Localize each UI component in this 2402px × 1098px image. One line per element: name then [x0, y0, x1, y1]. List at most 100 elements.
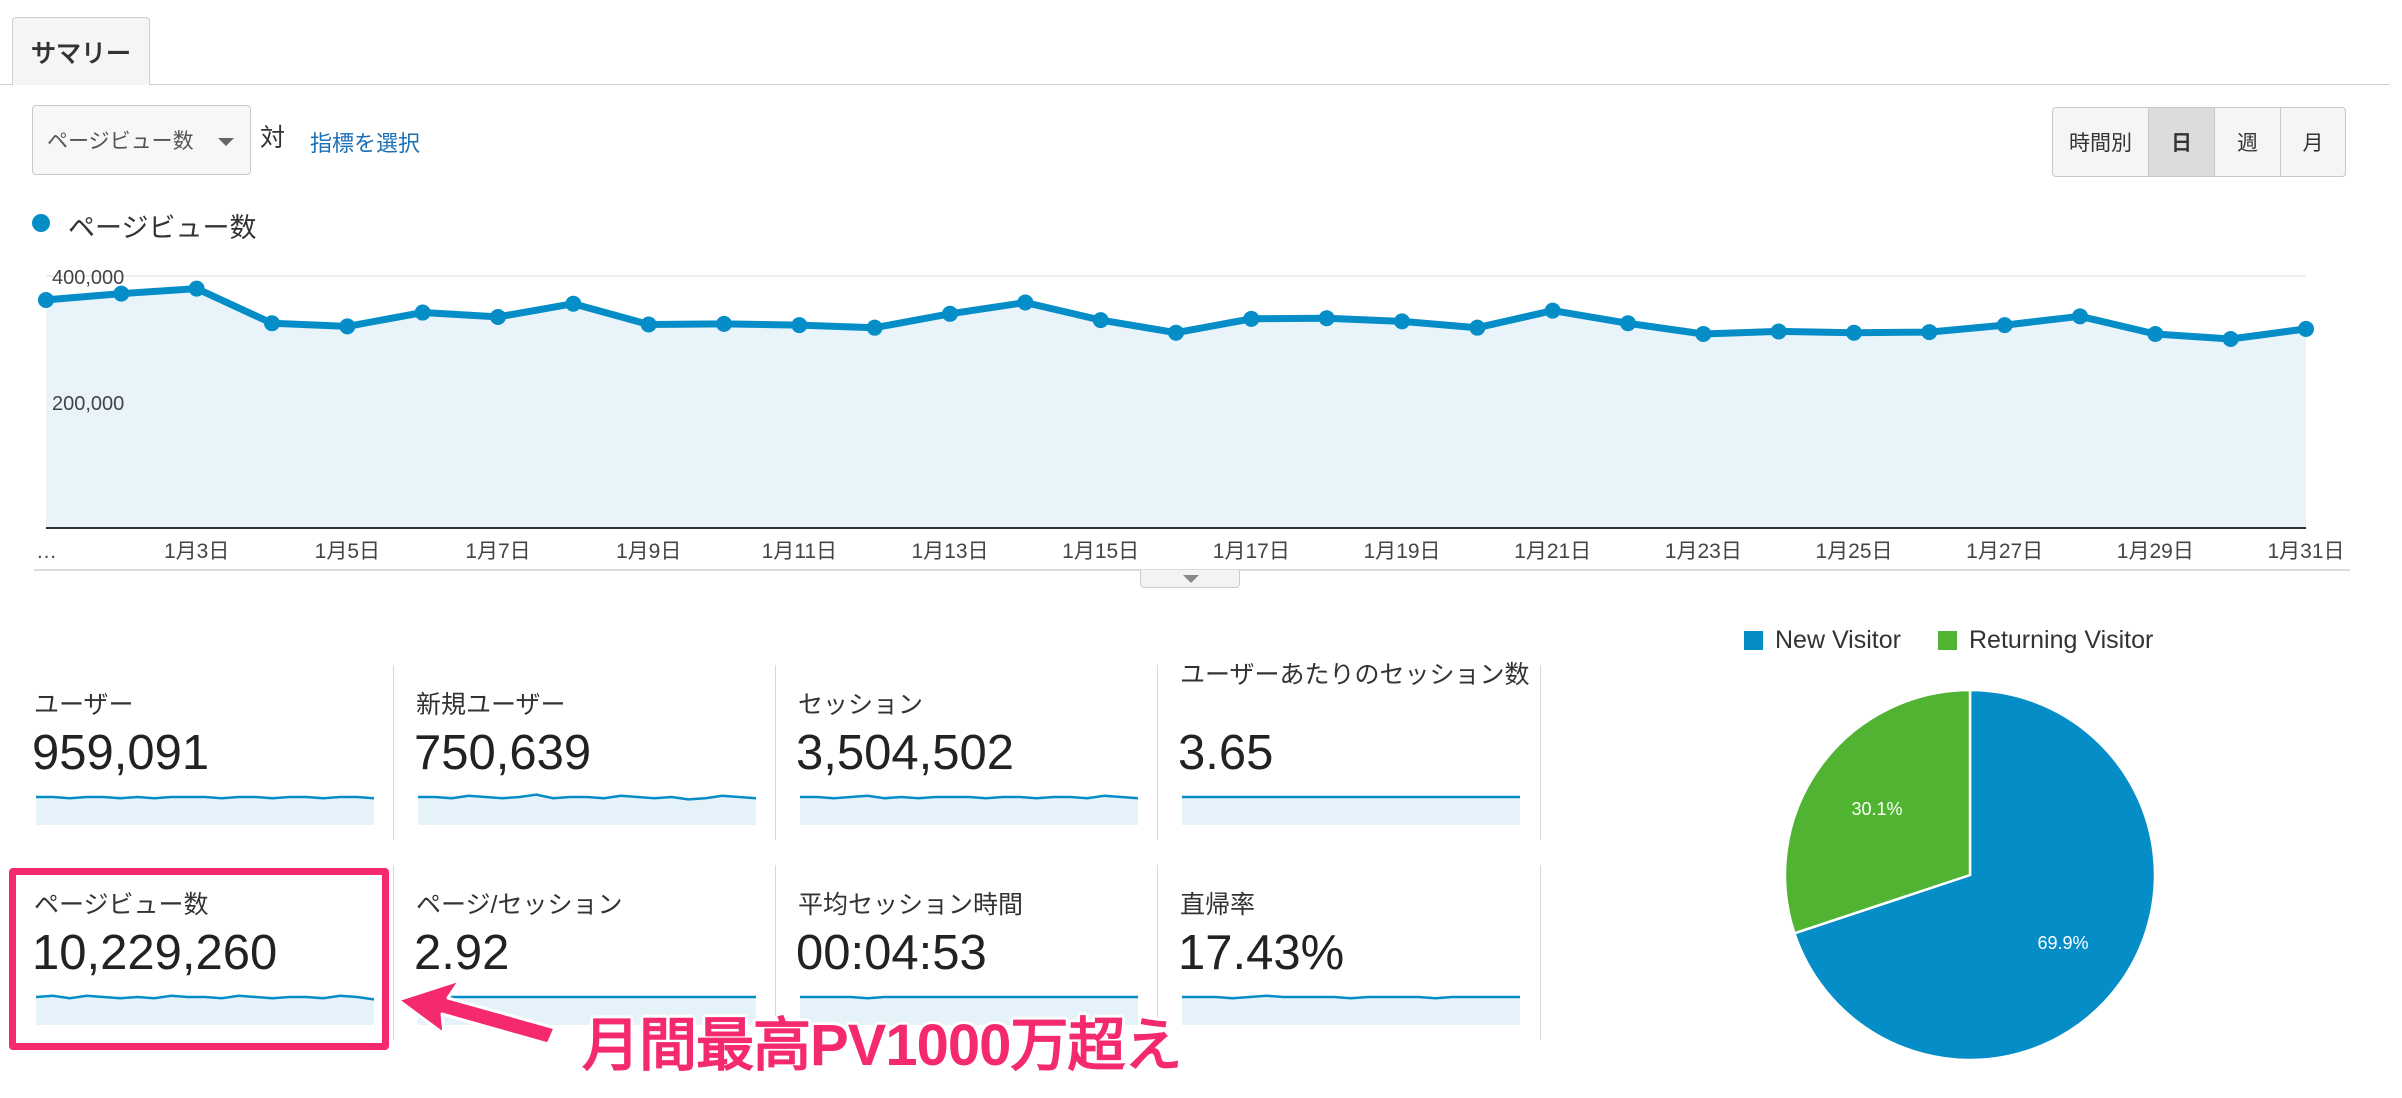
pageviews-line-chart: 400,000 200,000 … 1月3日 1月5日 1月7日 1月9日 1月11日 1月13…: [34, 267, 2350, 571]
pie-slice[interactable]: [1792, 688, 2157, 1062]
data-point[interactable]: [1620, 315, 1636, 332]
legend-swatch-icon: [1744, 631, 1763, 650]
metric-value: 3,504,502: [796, 726, 1014, 780]
pie-slice-label: 30.1%: [1851, 799, 1902, 819]
data-point[interactable]: [1394, 313, 1410, 330]
metric-label: 平均セッション時間: [798, 891, 1024, 919]
data-point[interactable]: [2222, 331, 2239, 347]
data-point[interactable]: [1695, 325, 1712, 342]
sparkline-area: [36, 797, 374, 825]
sparkline-area: [800, 997, 1138, 1025]
metric-label: ページビュー数: [34, 891, 209, 919]
card-divider: [393, 865, 394, 1040]
data-point[interactable]: [1469, 319, 1486, 336]
metric-card[interactable]: 新規ユーザー 750,639: [414, 685, 794, 860]
card-divider: [1157, 665, 1158, 840]
hourly-button[interactable]: 時間別: [2053, 108, 2149, 176]
data-point[interactable]: [264, 315, 280, 332]
data-point[interactable]: [565, 295, 582, 312]
x-tick-label: 1月9日: [616, 540, 681, 563]
tab-baseline: [0, 84, 12, 85]
tab-baseline: [150, 84, 2390, 85]
versus-label: 対: [260, 124, 286, 152]
sparkline-line: [418, 793, 756, 801]
data-point[interactable]: [38, 291, 54, 308]
annotation-text: 月間最高PV1000万超え: [582, 1013, 1182, 1078]
metric-card[interactable]: 直帰率 17.43%: [1178, 885, 1558, 1060]
metric-label: ユーザーあたりのセッション数: [1180, 661, 1530, 689]
metric-value: 10,229,260: [32, 926, 278, 980]
data-point[interactable]: [791, 317, 808, 334]
pie-legend-returning-visitor[interactable]: Returning Visitor: [1938, 626, 2153, 655]
data-point[interactable]: [1921, 324, 1938, 341]
metric-card[interactable]: ユーザーあたりのセッション数 3.65: [1178, 661, 1558, 860]
card-divider: [1157, 865, 1158, 1040]
data-point[interactable]: [716, 315, 732, 332]
data-point[interactable]: [1092, 312, 1109, 329]
metric-value: 3.65: [1178, 726, 1274, 780]
metric-card[interactable]: ページビュー数 10,229,260: [32, 885, 412, 1060]
week-button[interactable]: 週: [2215, 108, 2281, 176]
x-tick-label: 1月13日: [911, 540, 988, 563]
time-granularity-group: 時間別 日 週 月: [2052, 107, 2346, 177]
metric-card[interactable]: セッション 3,504,502: [796, 685, 1176, 860]
sparkline-line: [36, 994, 374, 1001]
data-point[interactable]: [1544, 302, 1561, 319]
sparkline-area: [36, 995, 374, 1025]
x-tick-label: 1月11日: [762, 540, 837, 563]
metric-label: 新規ユーザー: [416, 691, 566, 719]
metric-card[interactable]: 平均セッション時間 00:04:53: [796, 885, 1176, 1060]
data-point[interactable]: [1318, 310, 1335, 327]
card-divider: [775, 865, 776, 1040]
legend-label[interactable]: ページビュー数: [68, 213, 257, 243]
pie-slice[interactable]: [1783, 688, 1972, 935]
sparkline-line: [800, 995, 1138, 1000]
x-tick-label: 1月3日: [164, 540, 229, 563]
x-tick-label: 1月31日: [2267, 540, 2344, 563]
metric-card[interactable]: ユーザー 959,091: [32, 685, 412, 860]
sparkline-area: [800, 795, 1138, 825]
data-point[interactable]: [1770, 323, 1787, 340]
data-point[interactable]: [1168, 324, 1184, 341]
month-button[interactable]: 月: [2302, 132, 2324, 155]
card-divider: [1540, 665, 1541, 840]
data-point[interactable]: [1017, 294, 1034, 311]
data-point[interactable]: [2298, 320, 2314, 337]
data-point[interactable]: [339, 318, 356, 335]
metric-label: ユーザー: [34, 691, 134, 719]
tab-summary[interactable]: サマリー: [12, 17, 150, 85]
data-point[interactable]: [1243, 310, 1260, 327]
data-point[interactable]: [2072, 308, 2088, 325]
card-divider: [393, 665, 394, 840]
data-point[interactable]: [640, 316, 657, 333]
sparkline: [1182, 795, 1520, 825]
legend-swatch-icon: [1938, 631, 1957, 650]
data-point[interactable]: [1996, 317, 2013, 334]
data-point[interactable]: [2147, 325, 2164, 342]
data-point[interactable]: [113, 285, 130, 302]
y-tick-label: 400,000: [52, 267, 124, 289]
day-button[interactable]: 日: [2149, 108, 2215, 176]
sparkline-line: [800, 794, 1138, 800]
metric-dropdown-label: ページビュー数: [47, 130, 194, 153]
metric-value: 17.43%: [1178, 926, 1345, 980]
data-point[interactable]: [942, 305, 958, 322]
visitor-pie-chart: 69.9% 30.1%: [1783, 688, 2157, 1062]
data-point[interactable]: [188, 280, 205, 297]
sparkline: [36, 994, 374, 1025]
data-point[interactable]: [490, 308, 506, 325]
legend-dot-icon: [32, 214, 50, 232]
data-point[interactable]: [866, 319, 883, 336]
sparkline: [800, 995, 1138, 1025]
metric-value: 2.92: [414, 926, 510, 980]
select-metric-link[interactable]: 指標を選択: [310, 131, 421, 156]
data-point[interactable]: [1846, 324, 1862, 341]
data-point[interactable]: [414, 304, 431, 321]
x-tick-label: 1月21日: [1514, 540, 1591, 563]
metric-dropdown[interactable]: ページビュー数: [32, 105, 251, 175]
sparkline-area: [418, 794, 756, 825]
pie-legend-new-visitor[interactable]: New Visitor: [1744, 626, 1901, 655]
card-divider: [775, 665, 776, 840]
chart-collapse-handle[interactable]: [1140, 570, 1240, 588]
metric-label: 直帰率: [1180, 891, 1256, 919]
